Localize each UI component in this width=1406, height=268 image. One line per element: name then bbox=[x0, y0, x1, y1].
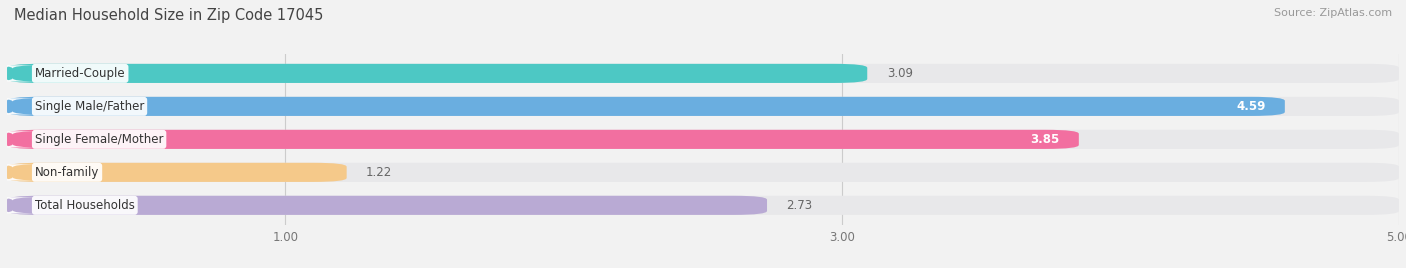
FancyBboxPatch shape bbox=[0, 131, 41, 147]
Text: Non-family: Non-family bbox=[35, 166, 100, 179]
Text: Single Female/Mother: Single Female/Mother bbox=[35, 133, 163, 146]
Text: 4.59: 4.59 bbox=[1236, 100, 1265, 113]
FancyBboxPatch shape bbox=[7, 130, 1399, 149]
Text: 3.09: 3.09 bbox=[887, 67, 912, 80]
FancyBboxPatch shape bbox=[7, 97, 1285, 116]
FancyBboxPatch shape bbox=[0, 65, 41, 81]
FancyBboxPatch shape bbox=[7, 163, 1399, 182]
FancyBboxPatch shape bbox=[7, 64, 868, 83]
FancyBboxPatch shape bbox=[7, 64, 1399, 83]
Text: 2.73: 2.73 bbox=[786, 199, 813, 212]
FancyBboxPatch shape bbox=[0, 98, 41, 114]
FancyBboxPatch shape bbox=[7, 163, 347, 182]
FancyBboxPatch shape bbox=[7, 130, 1078, 149]
FancyBboxPatch shape bbox=[7, 196, 768, 215]
Text: Source: ZipAtlas.com: Source: ZipAtlas.com bbox=[1274, 8, 1392, 18]
Text: Married-Couple: Married-Couple bbox=[35, 67, 125, 80]
FancyBboxPatch shape bbox=[0, 197, 41, 213]
FancyBboxPatch shape bbox=[0, 164, 41, 180]
FancyBboxPatch shape bbox=[7, 196, 1399, 215]
Text: 1.22: 1.22 bbox=[366, 166, 392, 179]
FancyBboxPatch shape bbox=[7, 97, 1399, 116]
Text: Total Households: Total Households bbox=[35, 199, 135, 212]
Text: Median Household Size in Zip Code 17045: Median Household Size in Zip Code 17045 bbox=[14, 8, 323, 23]
Text: 3.85: 3.85 bbox=[1031, 133, 1059, 146]
Text: Single Male/Father: Single Male/Father bbox=[35, 100, 145, 113]
